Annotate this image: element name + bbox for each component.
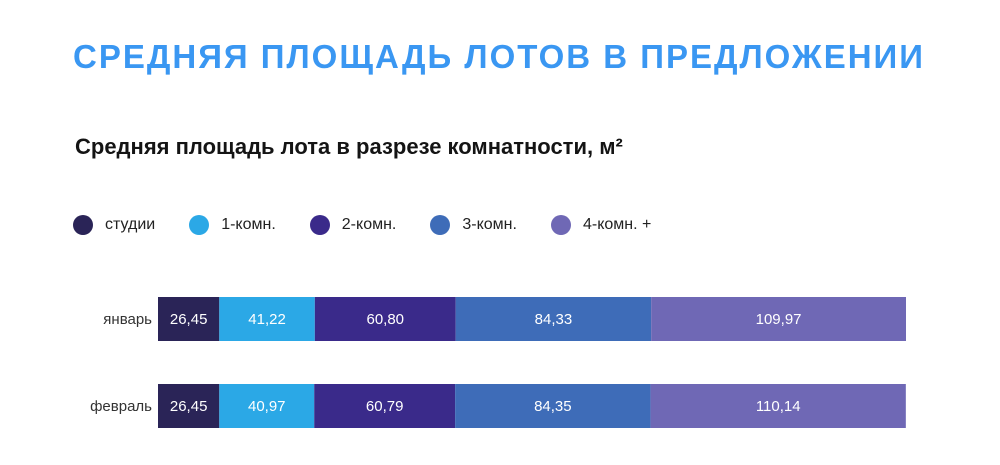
- data-label: 41,22: [248, 311, 286, 328]
- bar-segment: [455, 297, 652, 341]
- legend-swatch: [550, 215, 571, 235]
- bar-segment: [314, 384, 456, 428]
- data-label: 40,97: [248, 398, 286, 415]
- category-label: январь: [103, 311, 152, 328]
- bar-segment: [455, 384, 651, 428]
- legend-item-1-room: 1-комн.: [189, 215, 276, 235]
- legend-item-2-room: 2-комн.: [309, 215, 397, 235]
- data-label: 60,79: [366, 398, 404, 415]
- data-label: 60,80: [366, 311, 404, 328]
- legend-item-studio: студии: [73, 215, 155, 235]
- bar-segment: [158, 384, 220, 428]
- data-label: 84,35: [534, 398, 572, 415]
- data-label: 109,97: [756, 311, 802, 328]
- legend-label: студии: [105, 216, 156, 233]
- chart-legend: студии 1-комн. 2-комн. 3-комн. 4-комн. +: [73, 214, 685, 236]
- legend-item-4-room-plus: 4-комн. +: [550, 215, 652, 235]
- chart-title: Средняя площадь лота в разрезе комнатнос…: [75, 134, 623, 159]
- data-label: 110,14: [756, 398, 801, 415]
- bar-segment: [219, 384, 315, 428]
- legend-swatch: [430, 215, 451, 235]
- bar-segment: [219, 297, 315, 341]
- legend-label: 4-комн. +: [582, 216, 652, 233]
- legend-label: 2-комн.: [341, 216, 397, 233]
- legend-swatch: [309, 215, 330, 235]
- data-label: 26,45: [170, 311, 208, 328]
- bar-segment: [651, 297, 906, 341]
- data-label: 26,45: [170, 398, 208, 415]
- bar-segment: [158, 297, 220, 341]
- bar-segment: [650, 384, 906, 428]
- legend-label: 3-комн.: [462, 216, 517, 233]
- legend-item-3-room: 3-комн.: [430, 215, 517, 235]
- data-label: 84,33: [535, 311, 573, 328]
- legend-label: 1-комн.: [221, 216, 276, 233]
- legend-swatch: [189, 215, 210, 235]
- category-label: февраль: [90, 398, 152, 415]
- legend-swatch: [73, 215, 93, 235]
- bar-segment: [314, 297, 456, 341]
- page-title: СРЕДНЯЯ ПЛОЩАДЬ ЛОТОВ В ПРЕДЛОЖЕНИИ: [73, 38, 925, 75]
